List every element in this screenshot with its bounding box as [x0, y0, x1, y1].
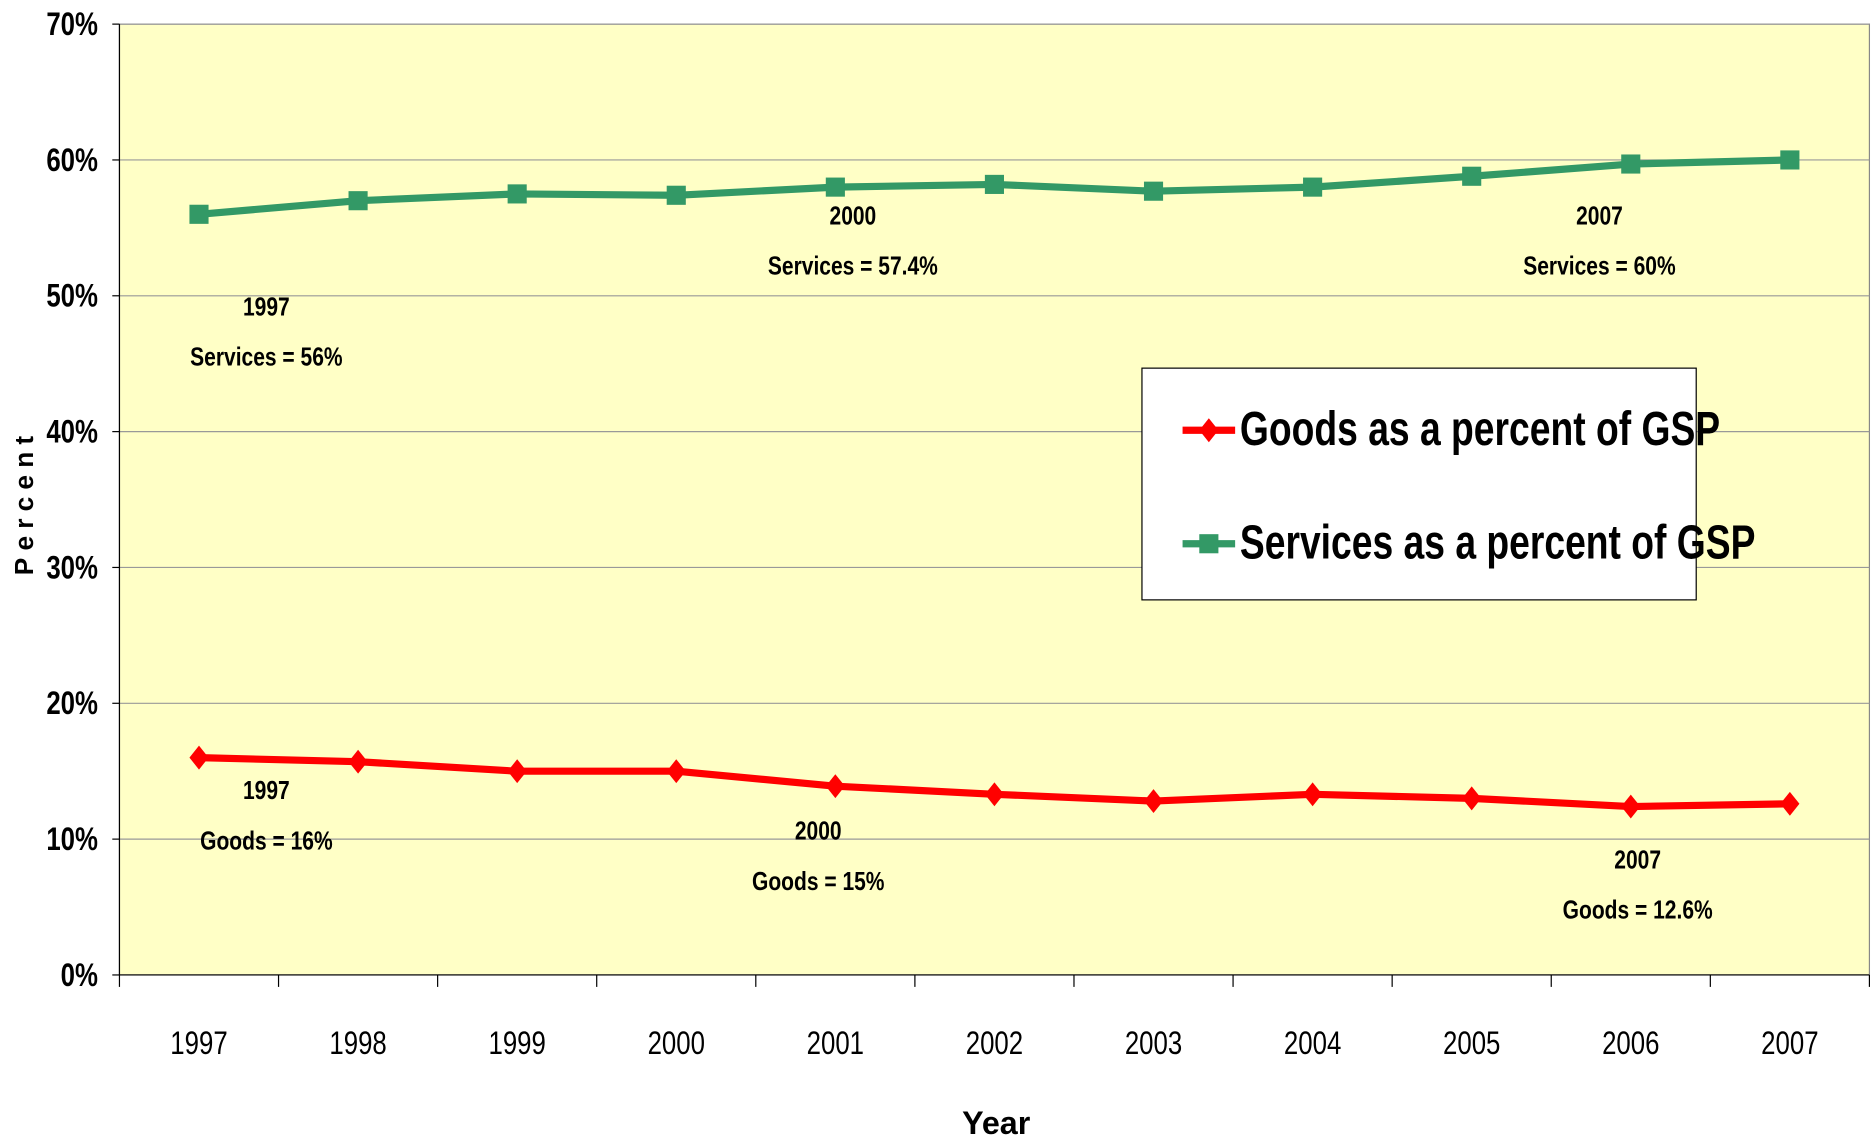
y-tick-label: 10%	[46, 822, 98, 857]
legend-box	[1141, 367, 1697, 601]
point	[1780, 791, 1800, 816]
point	[1143, 181, 1164, 201]
point	[984, 174, 1004, 194]
annotation: 2007	[1614, 845, 1661, 875]
annotation: Services = 60%	[1523, 252, 1675, 282]
point	[1462, 166, 1482, 186]
point	[1621, 154, 1641, 174]
annotation: 2000	[830, 201, 877, 231]
point	[189, 204, 209, 224]
y-tick-label: 70%	[46, 7, 98, 42]
point	[666, 759, 686, 784]
x-tick-label: 2000	[648, 1026, 705, 1061]
x-tick-label: 2004	[1284, 1026, 1341, 1061]
y-tick-label: 60%	[46, 143, 98, 178]
annotation: Services = 57.4%	[768, 252, 938, 282]
point	[1199, 534, 1219, 554]
x-tick-label: 1998	[329, 1026, 386, 1061]
y-tick-label: 40%	[46, 415, 98, 450]
point	[507, 184, 527, 204]
y-axis-title: Percent	[9, 429, 39, 576]
annotation: 2000	[795, 817, 842, 847]
y-tick-label: 20%	[46, 687, 98, 722]
point	[348, 191, 368, 211]
point	[1462, 786, 1482, 811]
x-tick-label: 1997	[170, 1026, 227, 1061]
point	[1303, 782, 1323, 807]
x-tick-label: 1999	[488, 1026, 545, 1061]
point	[1303, 177, 1323, 197]
point	[1780, 150, 1800, 170]
annotation: Goods = 16%	[200, 826, 333, 856]
legend-label: Goods as a percent of GSP	[1240, 403, 1720, 457]
annotation: 2007	[1576, 201, 1623, 231]
point	[1621, 794, 1641, 819]
x-tick-label: 2007	[1761, 1026, 1818, 1061]
annotation: Goods = 12.6%	[1563, 895, 1713, 925]
x-tick-label: 2006	[1602, 1026, 1659, 1061]
point	[1199, 418, 1219, 443]
point	[666, 185, 686, 205]
point	[189, 745, 209, 770]
y-tick-label: 50%	[46, 279, 98, 314]
point	[825, 177, 845, 197]
annotation: Services = 56%	[190, 342, 342, 372]
x-tick-label: 2002	[966, 1026, 1023, 1061]
annotation: 1997	[243, 776, 290, 806]
point	[984, 782, 1004, 807]
point	[825, 774, 845, 799]
y-tick-label: 30%	[46, 551, 98, 586]
legend-label: Services as a percent of GSP	[1240, 516, 1756, 570]
x-tick-label: 2005	[1443, 1026, 1500, 1061]
point	[1143, 789, 1164, 814]
x-tick-label: 2003	[1125, 1026, 1182, 1061]
annotation: Goods = 15%	[752, 867, 885, 897]
annotation: 1997	[243, 292, 290, 322]
y-tick-label: 0%	[61, 958, 98, 993]
x-axis-title: Year	[962, 1105, 1031, 1141]
x-tick-label: 2001	[807, 1026, 864, 1061]
